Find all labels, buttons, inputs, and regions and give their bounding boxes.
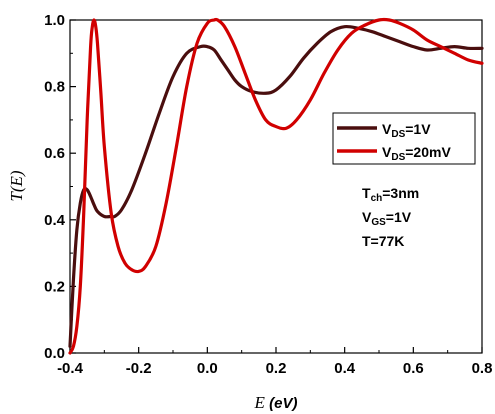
plot-area (69, 19, 483, 354)
y-tick-label: 1.0 (44, 12, 65, 29)
x-axis-title: E (eV) (254, 393, 298, 412)
x-tick-label: 0.8 (472, 360, 493, 377)
x-tick-label: 0.6 (403, 360, 424, 377)
legend-box (332, 112, 476, 165)
x-tick-label: -0.4 (57, 360, 84, 377)
annotations: Tch=3nm VGS=1V T=77K (362, 185, 419, 249)
annotation-gate-voltage: VGS=1V (362, 209, 412, 228)
annotation-channel-thickness: Tch=3nm (362, 185, 419, 204)
y-tick-label: 0.2 (44, 278, 65, 295)
legend-label-vds-1v: VDS=1V (382, 121, 431, 140)
x-tick-label: 0.0 (197, 360, 218, 377)
y-tick-label: 0.8 (44, 79, 65, 96)
y-tick-label: 0.6 (44, 145, 65, 162)
series-line-1 (68, 17, 484, 355)
series-lines (68, 17, 484, 355)
series-line-0 (68, 24, 484, 348)
y-tick-label: 0.4 (44, 212, 66, 229)
y-axis-title: T(E) (7, 170, 26, 202)
x-tick-label: 0.2 (266, 360, 287, 377)
legend: VDS=1V VDS=20mV (332, 112, 476, 165)
annotation-temperature: T=77K (362, 233, 404, 249)
legend-label-vds-20mv: VDS=20mV (382, 144, 451, 163)
x-tick-label: 0.4 (334, 360, 356, 377)
y-tick-label: 0.0 (44, 345, 65, 362)
x-tick-label: -0.2 (126, 360, 152, 377)
tick-labels: -0.4 -0.2 0.0 0.2 0.4 0.6 0.8 0.0 0.2 0.4 0.6 0.8 1.… (44, 12, 492, 377)
